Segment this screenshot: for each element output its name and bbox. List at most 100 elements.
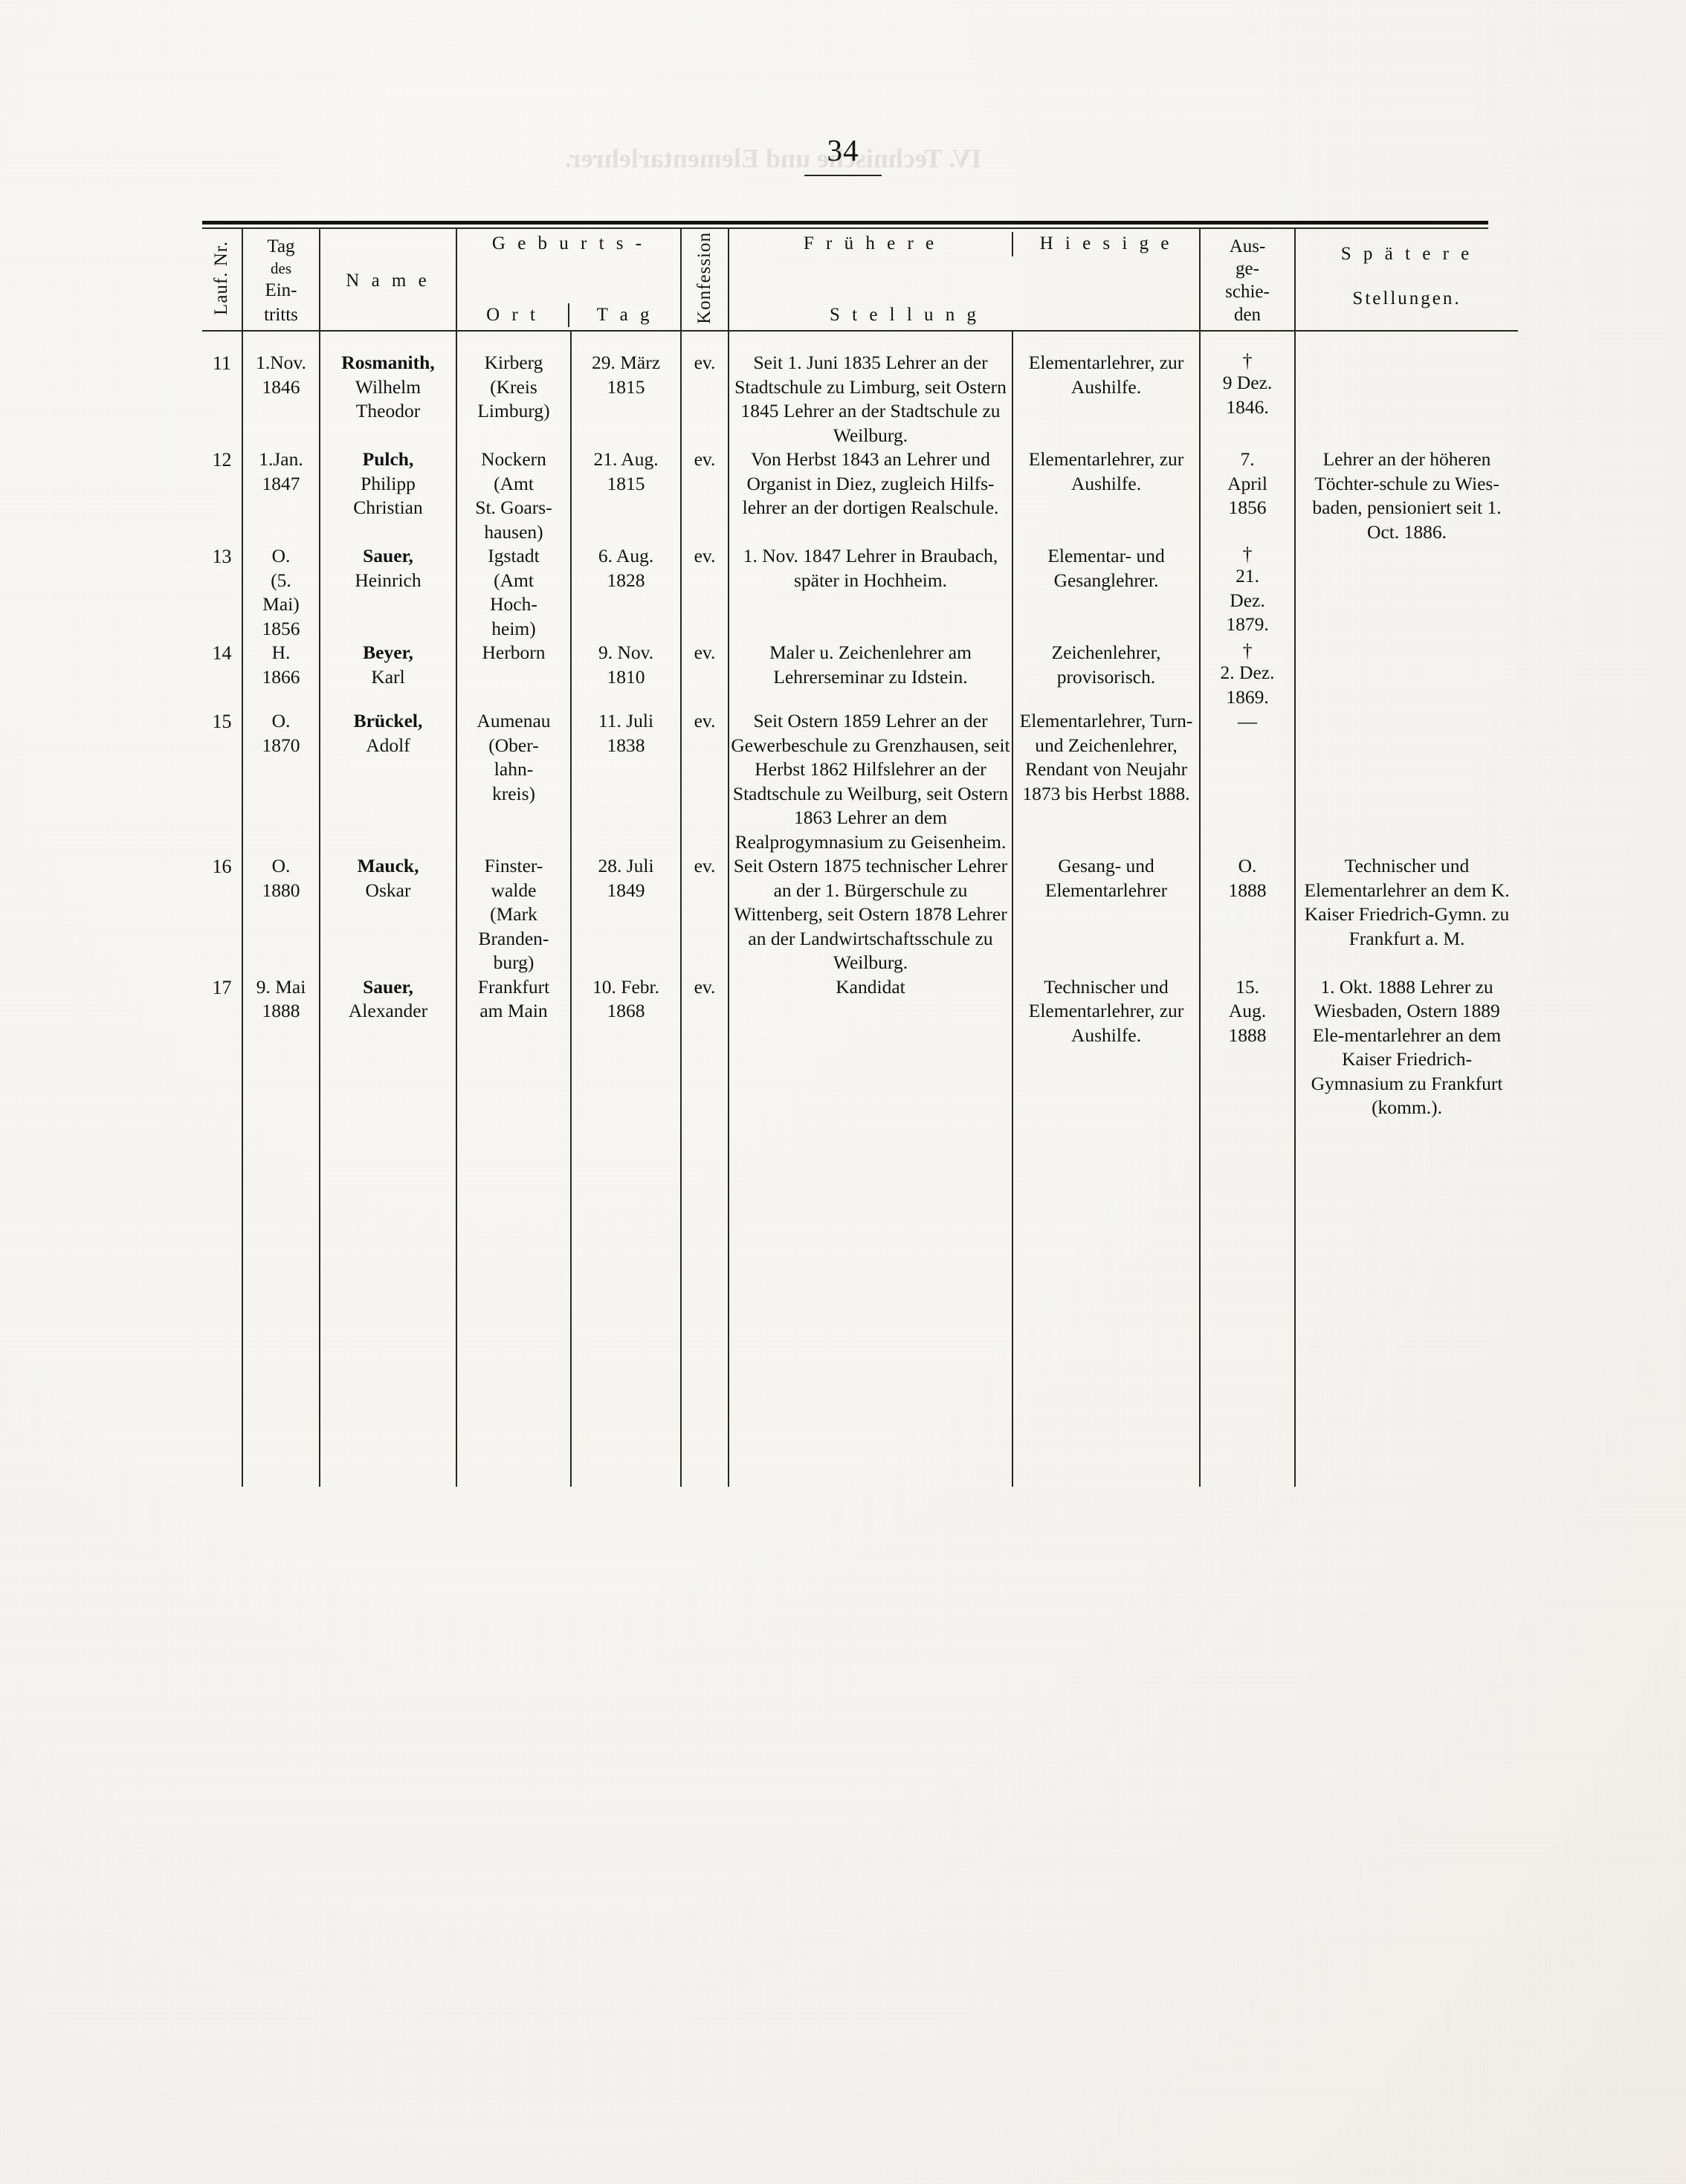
- header-geburts-ort: O r t: [486, 304, 539, 325]
- header-konfession: Konfession: [680, 229, 730, 331]
- header-laufnr-label: Lauf. Nr.: [211, 241, 232, 315]
- name-surname: Mauck,: [357, 855, 419, 877]
- geburtsort-line: Aumenau: [477, 710, 551, 732]
- cell-name: Mauck, Oskar: [319, 854, 457, 975]
- cell-laufnr: 12: [202, 448, 243, 544]
- cell-geburtsort: Kirberg (Kreis Limburg): [456, 351, 572, 448]
- teacher-register-table: Lauf. Nr. Tag des Ein- tritts: [202, 229, 1519, 1120]
- ausgeschieden-line: 9 Dez.: [1222, 372, 1273, 394]
- header-name-label: N a m e: [346, 270, 430, 291]
- ausgeschieden-line: Dez.: [1230, 589, 1265, 611]
- eintritt-line: 1.Nov.: [256, 352, 306, 373]
- ausgeschieden-line: O.: [1238, 855, 1257, 877]
- cell-geburtstag: 28. Juli 1849: [569, 854, 682, 975]
- geburtsort-line: Igstadt: [488, 545, 540, 566]
- eintritt-line: Mai): [262, 593, 300, 615]
- table-row: 17 9. Mai 1888 Sauer, Alexander Frankfur…: [202, 975, 1519, 1120]
- cell-spaetere-stellungen: [1294, 544, 1519, 641]
- cell-eintritt: 1.Jan. 1847: [242, 448, 320, 544]
- register-table-wrapper: Lauf. Nr. Tag des Ein- tritts: [202, 221, 1519, 1487]
- cell-konfession: ev.: [680, 448, 730, 544]
- eintritt-line: 1.Jan.: [259, 448, 303, 470]
- geburtstag-line: 1849: [607, 879, 645, 901]
- geburtsort-line: hausen): [484, 520, 543, 543]
- ausgeschieden-line: 1846.: [1226, 395, 1269, 418]
- header-stellung: S t e l l u n g: [829, 304, 981, 325]
- cell-eintritt: 1.Nov. 1846: [242, 351, 320, 448]
- geburtstag-line: 29. März: [591, 352, 661, 373]
- geburtsort-line: Kirberg: [484, 352, 543, 373]
- cell-hiesige-stellung: Elementar- und Gesanglehrer.: [1012, 544, 1201, 641]
- em-dash-icon: —: [1238, 711, 1258, 733]
- name-given: Theodor: [355, 400, 421, 421]
- cell-ausgeschieden: —: [1199, 709, 1296, 855]
- table-row: 16 O. 1880 Mauck, Oskar Finster- walde (…: [202, 854, 1519, 975]
- eintritt-line: 9. Mai: [256, 975, 306, 998]
- cell-ausgeschieden: 15. Aug. 1888: [1199, 975, 1296, 1120]
- geburtstag-line: 6. Aug.: [598, 545, 654, 566]
- geburtsort-line: St. Goars-: [475, 497, 552, 518]
- table-top-rule-thin: [202, 227, 1488, 229]
- header-eintritt-l3: Ein-: [265, 280, 297, 301]
- geburtstag-line: 10. Febr.: [592, 975, 659, 998]
- eintritt-line: 1846: [262, 375, 300, 398]
- cell-laufnr: 13: [202, 544, 243, 641]
- name-given: Wilhelm: [355, 375, 422, 398]
- header-spaetere-stellungen: Stellungen.: [1352, 288, 1461, 308]
- cell-fruehere-stellung: Von Herbst 1843 an Lehrer und Organist i…: [728, 448, 1014, 544]
- cell-fruehere-stellung: 1. Nov. 1847 Lehrer in Braubach, später …: [728, 544, 1014, 641]
- geburtsort-line: Finster-: [484, 855, 543, 877]
- cell-geburtsort: Igstadt (Amt Hoch- heim): [456, 544, 572, 641]
- cell-ausgeschieden: † 9 Dez. 1846.: [1199, 350, 1296, 448]
- table-row: 14 H. 1866 Beyer, Karl Herborn 9. Nov.: [202, 640, 1519, 710]
- header-eintritt-l2: des: [271, 259, 291, 278]
- cell-konfession: ev.: [680, 351, 730, 448]
- header-ausgeschieden-l4: den: [1233, 304, 1262, 325]
- header-row: Lauf. Nr. Tag des Ein- tritts: [202, 229, 1519, 331]
- ausgeschieden-line: 2. Dez.: [1220, 662, 1275, 684]
- table-row: 11 1.Nov. 1846 Rosmanith, Wilhelm Theodo…: [202, 350, 1519, 448]
- page-number: 34: [827, 133, 859, 167]
- name-given: Oskar: [365, 879, 411, 901]
- name-given: Christian: [353, 497, 423, 518]
- cell-ausgeschieden: 7. April 1856: [1199, 448, 1296, 544]
- cell-hiesige-stellung: Elementarlehrer, Turn- und Zeichenlehrer…: [1012, 709, 1201, 855]
- cell-eintritt: H. 1866: [242, 641, 320, 710]
- geburtstag-line: 21. Aug.: [593, 448, 659, 470]
- header-spaetere-label: S p ä t e r e: [1340, 244, 1473, 264]
- geburtsort-line: burg): [493, 952, 534, 974]
- dagger-icon: †: [1242, 640, 1253, 662]
- ausgeschieden-line: 21.: [1236, 565, 1259, 587]
- cell-eintritt: O. 1870: [242, 709, 320, 855]
- dagger-icon: †: [1242, 543, 1253, 565]
- header-ausgeschieden-l2: ge-: [1236, 259, 1259, 280]
- cell-konfession: ev.: [680, 975, 730, 1120]
- cell-geburtstag: 21. Aug. 1815: [569, 448, 682, 544]
- cell-eintritt: 9. Mai 1888: [242, 975, 320, 1120]
- cell-konfession: ev.: [680, 854, 730, 975]
- header-eintritt: Tag des Ein- tritts: [242, 229, 320, 331]
- ausgeschieden-line: 1856: [1228, 497, 1267, 518]
- name-given: Philipp: [361, 472, 416, 494]
- header-geburts-label: G e b u r t s -: [491, 233, 646, 253]
- header-hiesige: H i e s i g e: [1012, 232, 1199, 256]
- cell-laufnr: 14: [202, 641, 243, 710]
- ausgeschieden-line: 7.: [1240, 448, 1255, 470]
- cell-fruehere-stellung: Maler u. Zeichenlehrer am Lehrerseminar …: [728, 641, 1014, 710]
- name-surname: Beyer,: [363, 642, 413, 663]
- cell-geburtsort: Finster- walde (Mark Branden- burg): [456, 854, 572, 975]
- table-head: Lauf. Nr. Tag des Ein- tritts: [202, 229, 1519, 331]
- eintritt-line: O.: [271, 545, 291, 566]
- geburtsort-line: Hoch-: [490, 593, 537, 615]
- eintritt-line: 1870: [262, 734, 300, 756]
- geburtsort-line: (Amt: [494, 569, 534, 591]
- cell-geburtsort: Nockern (Amt St. Goars- hausen): [456, 448, 572, 544]
- name-given: Heinrich: [355, 569, 422, 591]
- dagger-icon: †: [1242, 350, 1253, 372]
- geburtsort-line: (Kreis: [490, 375, 537, 398]
- name-given: Adolf: [366, 734, 410, 756]
- cell-geburtsort: Frankfurt am Main: [456, 975, 572, 1120]
- cell-laufnr: 17: [202, 975, 243, 1120]
- geburtsort-line: Branden-: [478, 927, 549, 949]
